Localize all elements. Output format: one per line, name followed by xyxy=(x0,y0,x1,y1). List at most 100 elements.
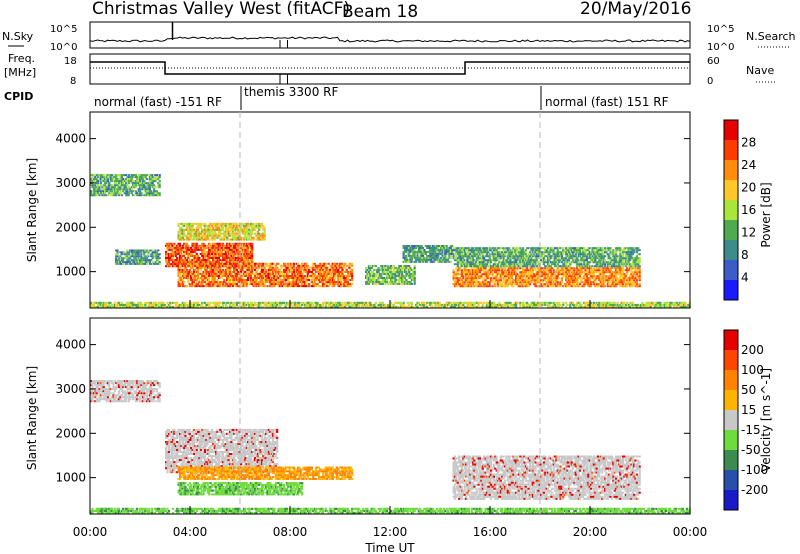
echo-cell xyxy=(301,279,304,281)
echo-cell xyxy=(445,247,448,249)
echo-cell xyxy=(580,263,583,266)
echo-cell xyxy=(230,259,233,262)
echo-cell xyxy=(209,244,212,247)
echo-cell xyxy=(97,182,100,185)
echo-cell xyxy=(495,249,498,252)
echo-cell xyxy=(278,283,282,286)
echo-cell xyxy=(244,266,247,269)
echo-cell xyxy=(245,228,248,231)
echo-cell xyxy=(385,279,388,281)
echo-cell xyxy=(220,262,223,265)
echo-cell xyxy=(203,255,207,257)
echo-cell xyxy=(234,232,237,235)
echo-cell xyxy=(126,251,129,254)
echo-cell xyxy=(345,277,348,279)
echo-cell xyxy=(466,259,469,262)
echo-cell xyxy=(370,279,373,281)
echo-cell xyxy=(199,253,202,255)
echo-cell xyxy=(145,249,149,252)
echo-cell xyxy=(346,283,350,286)
echo-cell xyxy=(150,253,153,256)
echo-cell xyxy=(219,277,222,279)
echo-cell xyxy=(198,272,201,275)
echo-cell xyxy=(115,253,118,256)
echo-cell xyxy=(249,238,252,241)
echo-cell xyxy=(292,266,295,269)
echo-cell xyxy=(240,222,243,225)
echo-cell xyxy=(201,248,204,251)
echo-cell xyxy=(287,264,290,267)
echo-cell xyxy=(521,277,525,280)
echo-cell xyxy=(148,194,151,197)
echo-cell xyxy=(405,279,408,281)
echo-cell xyxy=(194,264,197,267)
echo-cell xyxy=(223,270,226,273)
echo-cell xyxy=(158,194,161,197)
echo-cell xyxy=(129,176,132,179)
echo-cell xyxy=(635,283,638,286)
echo-cell xyxy=(240,270,243,273)
echo-cell xyxy=(227,277,230,279)
echo-cell xyxy=(92,174,95,177)
echo-cell xyxy=(235,248,238,251)
echo-cell xyxy=(288,268,291,271)
echo-cell xyxy=(602,273,605,276)
echo-cell xyxy=(335,264,338,267)
echo-cell xyxy=(188,275,191,277)
echo-cell xyxy=(555,257,558,260)
echo-cell xyxy=(92,178,95,181)
echo-cell xyxy=(227,261,230,264)
echo-cell xyxy=(605,269,608,272)
echo-cell xyxy=(287,266,290,269)
echo-cell xyxy=(341,283,344,286)
echo-cell xyxy=(210,281,213,284)
echo-cell xyxy=(148,174,151,177)
nave-tick-60: 60 xyxy=(707,56,720,67)
echo-cell xyxy=(621,269,625,272)
echo-cell xyxy=(255,285,258,288)
echo-cell xyxy=(180,277,183,279)
echo-cell xyxy=(591,277,594,280)
echo-cell xyxy=(177,285,180,288)
echo-cell xyxy=(528,255,532,258)
echo-cell xyxy=(563,259,566,262)
echo-cell xyxy=(460,253,463,256)
echo-cell xyxy=(199,238,202,241)
echo-cell xyxy=(246,259,250,262)
echo-cell xyxy=(458,269,461,272)
echo-cell xyxy=(455,267,458,270)
echo-cell xyxy=(274,268,277,271)
echo-cell xyxy=(227,244,230,247)
echo-cell xyxy=(434,250,437,253)
echo-cell xyxy=(153,251,156,254)
echo-cell xyxy=(188,283,191,286)
echo-cell xyxy=(287,275,290,277)
echo-cell xyxy=(351,262,354,265)
echo-cell xyxy=(502,247,505,250)
echo-cell xyxy=(394,281,397,283)
echo-cell xyxy=(148,263,151,265)
echo-cell xyxy=(488,285,491,288)
echo-cell xyxy=(246,246,250,249)
echo-cell xyxy=(626,267,629,270)
echo-cell xyxy=(558,257,561,260)
cpid-row: CPID normal (fast) -151 RF themis 3300 R… xyxy=(4,85,669,110)
echo-cell xyxy=(92,194,95,197)
echo-cell xyxy=(221,255,225,257)
echo-cell xyxy=(220,232,223,235)
echo-cell xyxy=(480,277,483,280)
echo-cell xyxy=(210,228,213,231)
echo-cell xyxy=(541,255,544,258)
echo-cell xyxy=(298,268,301,271)
echo-cell xyxy=(213,224,216,227)
echo-cell xyxy=(344,262,347,265)
echo-cell xyxy=(240,238,243,241)
echo-cell xyxy=(226,255,229,257)
echo-cell xyxy=(271,283,275,286)
echo-cell xyxy=(187,275,190,277)
echo-cell xyxy=(154,186,157,189)
echo-cell xyxy=(146,174,149,177)
echo-cell xyxy=(283,264,286,267)
echo-cell xyxy=(369,269,372,271)
echo-cell xyxy=(133,259,136,262)
